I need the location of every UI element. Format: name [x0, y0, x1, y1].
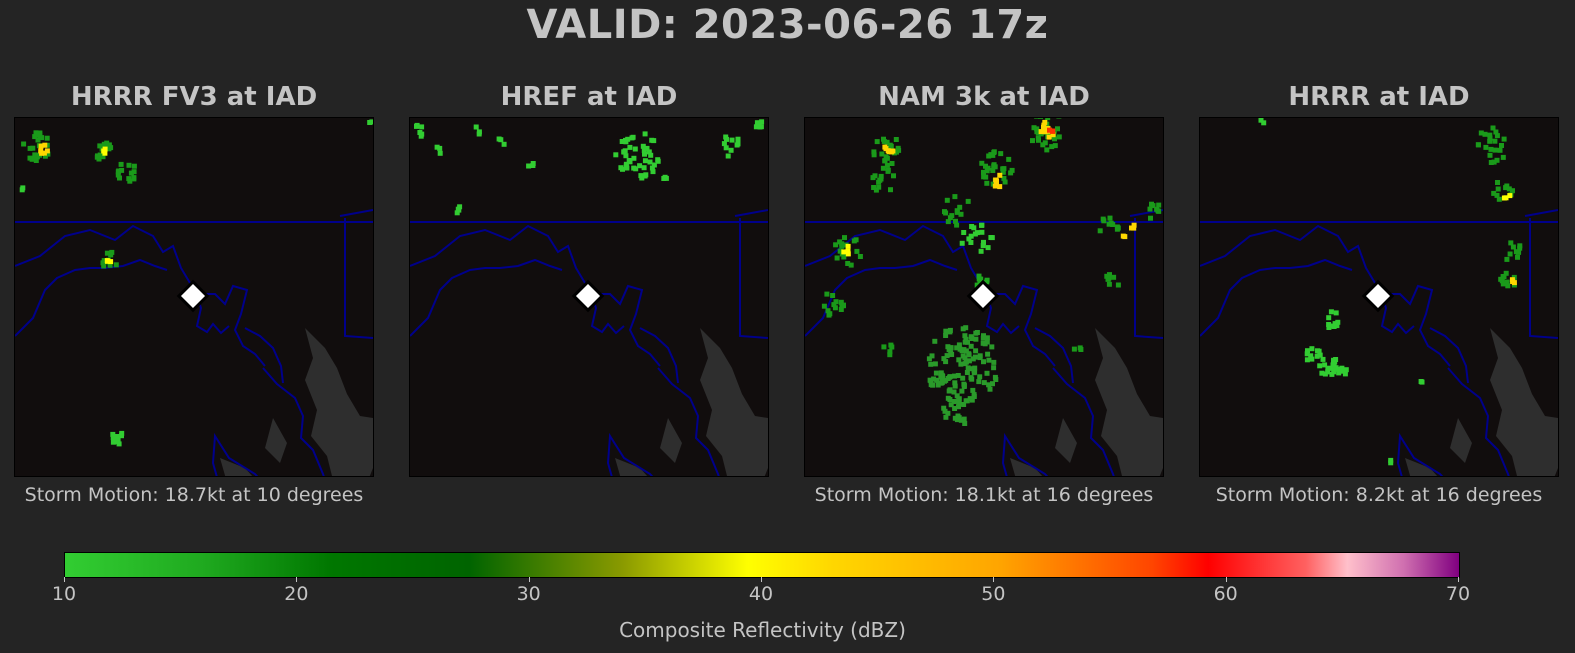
radar-map	[15, 119, 373, 476]
reflectivity-cell	[1504, 240, 1523, 262]
colorbar-tick-label: 30	[516, 583, 541, 605]
reflectivity-cell	[526, 161, 536, 169]
reflectivity-cell	[104, 258, 114, 265]
radar-map	[1200, 118, 1558, 476]
reflectivity-cell	[1147, 201, 1162, 221]
colorbar	[64, 552, 1460, 578]
reflectivity-cell	[942, 194, 971, 228]
reflectivity-cell	[1509, 277, 1517, 286]
water-body	[1405, 328, 1558, 476]
water-body	[615, 328, 768, 476]
reflectivity-cell	[841, 243, 851, 257]
storm-motion-hrrr: Storm Motion: 8.2kt at 16 degrees	[1215, 484, 1543, 506]
colorbar-tick-label: 50	[981, 583, 1006, 605]
reflectivity-cell	[38, 142, 50, 156]
reflectivity-cell	[101, 146, 108, 156]
reflectivity-cell	[1047, 127, 1056, 134]
map-hrrr-fv3[interactable]	[14, 117, 374, 477]
colorbar-tick-mark	[993, 577, 995, 582]
colorbar-tick-mark	[1458, 577, 1459, 582]
map-href[interactable]	[409, 117, 769, 477]
reflectivity-cell	[882, 144, 896, 155]
colorbar-tick-mark	[296, 577, 298, 582]
reflectivity-cell	[753, 119, 765, 130]
reflectivity-cell	[1475, 125, 1507, 165]
colorbar-tick-label: 10	[51, 583, 77, 605]
panel-title-hrrr: HRRR at IAD	[1288, 82, 1470, 112]
panel-title-href: HREF at IAD	[500, 82, 678, 112]
reflectivity-cell	[414, 122, 425, 139]
reflectivity-cell	[473, 124, 482, 137]
colorbar-tick-mark	[64, 577, 65, 582]
reflectivity-cell	[496, 136, 507, 147]
reflectivity-cell	[870, 165, 896, 193]
panel-title-hrrr-fv3: HRRR FV3 at IAD	[70, 82, 318, 112]
reflectivity-cell	[1104, 272, 1121, 288]
map-hrrr[interactable]	[1199, 117, 1559, 477]
colorbar-tick-mark	[1225, 577, 1227, 582]
reflectivity-cell	[1304, 346, 1323, 363]
water-body	[220, 328, 373, 476]
reflectivity-cell	[454, 204, 463, 216]
water-body	[1010, 328, 1163, 476]
reflectivity-cell	[1097, 215, 1121, 234]
main-title: VALID: 2023-06-26 17z	[526, 2, 1049, 48]
reflectivity-cell	[1335, 365, 1349, 377]
storm-motion-nam-3k: Storm Motion: 18.1kt at 16 degrees	[814, 484, 1154, 506]
reflectivity-cell	[959, 222, 995, 254]
reflectivity-cell	[721, 134, 741, 159]
colorbar-tick-mark	[761, 577, 762, 582]
reflectivity-cell	[661, 174, 669, 181]
reflectivity-cell	[367, 119, 373, 125]
reflectivity-cell	[1501, 193, 1513, 201]
reflectivity-cell	[613, 131, 661, 181]
state-borders	[1200, 209, 1558, 476]
colorbar-tick-label: 70	[1445, 583, 1471, 605]
reflectivity-cell	[1317, 356, 1339, 377]
reflectivity-cell	[1071, 345, 1084, 352]
colorbar-label: Composite Reflectivity (dBZ)	[619, 618, 906, 642]
reflectivity-cell	[926, 325, 999, 406]
reflectivity-cell	[821, 291, 846, 318]
reflectivity-cell	[1120, 222, 1137, 240]
iad-station-marker	[966, 279, 1000, 313]
map-nam-3k[interactable]	[804, 117, 1164, 477]
reflectivity-cell	[110, 430, 125, 447]
reflectivity-cell	[941, 393, 970, 426]
storm-motion-hrrr-fv3: Storm Motion: 18.7kt at 10 degrees	[24, 484, 364, 506]
reflectivity-cell	[19, 185, 26, 193]
reflectivity-cell	[1326, 309, 1341, 330]
radar-map	[410, 119, 768, 476]
reflectivity-cell	[1258, 118, 1267, 126]
iad-station-marker	[1361, 279, 1395, 313]
colorbar-tick-label: 40	[748, 583, 774, 605]
colorbar-tick-label: 60	[1213, 583, 1238, 605]
radar-map	[805, 118, 1163, 476]
reflectivity-cell	[434, 144, 443, 156]
iad-station-marker	[176, 279, 210, 313]
reflectivity-cell	[992, 172, 1003, 190]
colorbar-tick-label: 20	[284, 583, 309, 605]
reflectivity-cell	[1388, 457, 1394, 466]
reflectivity-cell	[115, 161, 137, 184]
reflectivity-cell	[1418, 379, 1425, 385]
colorbar-tick-mark	[528, 577, 530, 582]
iad-station-marker	[571, 279, 605, 313]
reflectivity-cell	[881, 342, 895, 358]
panel-title-nam-3k: NAM 3k at IAD	[878, 82, 1090, 112]
